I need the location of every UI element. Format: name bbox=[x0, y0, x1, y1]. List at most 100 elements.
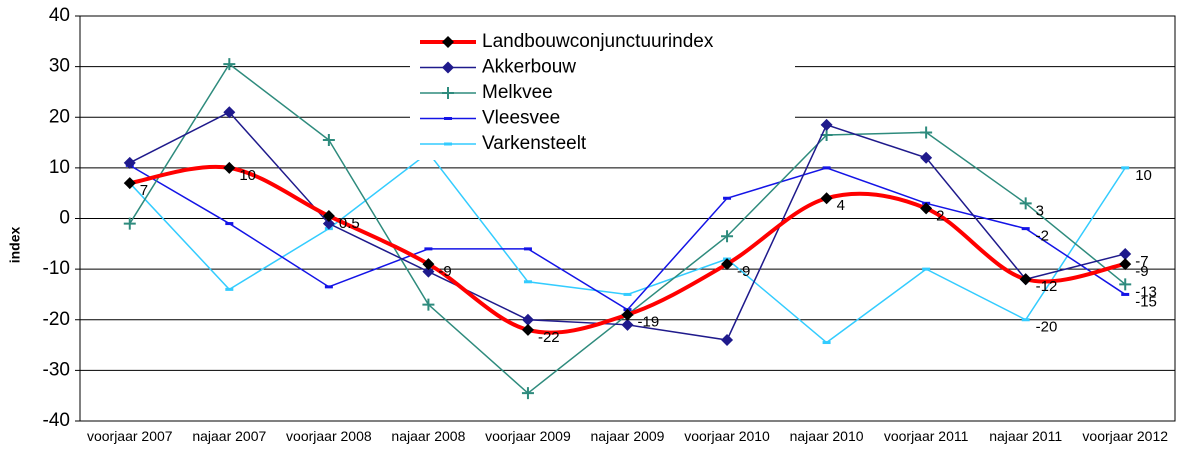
data-label: 10 bbox=[239, 167, 256, 184]
marker bbox=[223, 58, 236, 71]
x-tick-label: voorjaar 2007 bbox=[86, 428, 173, 444]
marker bbox=[723, 196, 732, 200]
data-label: 2 bbox=[936, 207, 944, 224]
legend-label: Akkerbouw bbox=[482, 57, 576, 78]
y-tick-label: -20 bbox=[43, 309, 70, 330]
series: 7 10 0.5 -9 -22 -19 -9 4 2 -12 -9 bbox=[123, 161, 1149, 346]
marker bbox=[424, 247, 433, 251]
marker bbox=[920, 151, 933, 164]
marker bbox=[820, 192, 833, 205]
data-label: 10 bbox=[1135, 167, 1152, 184]
y-tick-label: 0 bbox=[59, 208, 70, 229]
data-label: 4 bbox=[837, 197, 845, 214]
y-tick-label: 10 bbox=[49, 157, 70, 178]
data-label: -13 bbox=[1135, 283, 1157, 300]
legend-marker bbox=[444, 142, 452, 146]
marker bbox=[1021, 318, 1030, 322]
data-label: -9 bbox=[1135, 263, 1148, 280]
y-tick-label: -40 bbox=[43, 410, 70, 431]
legend-label: Melkvee bbox=[482, 82, 553, 103]
marker bbox=[922, 267, 931, 271]
marker bbox=[422, 298, 435, 311]
marker bbox=[123, 217, 136, 230]
marker bbox=[621, 308, 634, 321]
x-tick-label: najaar 2008 bbox=[391, 428, 466, 444]
legend-marker bbox=[444, 117, 452, 120]
marker bbox=[422, 265, 435, 278]
marker bbox=[721, 230, 734, 243]
marker bbox=[920, 126, 933, 139]
y-tick-label: -30 bbox=[43, 359, 70, 380]
marker bbox=[225, 287, 234, 291]
marker bbox=[820, 118, 833, 131]
marker bbox=[1019, 273, 1032, 286]
y-tick-label: -10 bbox=[43, 258, 70, 279]
data-label: -12 bbox=[1036, 278, 1058, 295]
marker bbox=[322, 217, 335, 230]
y-tick-label: 20 bbox=[49, 106, 70, 127]
data-label: -22 bbox=[538, 329, 560, 346]
marker bbox=[322, 209, 335, 222]
marker bbox=[1019, 197, 1032, 210]
data-label: 7 bbox=[140, 182, 148, 199]
data-label: -9 bbox=[438, 263, 451, 280]
legend-marker bbox=[442, 61, 454, 74]
data-label: -19 bbox=[638, 314, 660, 331]
marker bbox=[621, 318, 634, 331]
data-label: 0.5 bbox=[339, 215, 360, 232]
legend-label: Varkensteelt bbox=[482, 133, 587, 154]
data-label: -20 bbox=[1036, 319, 1058, 336]
y-axis-label: index bbox=[7, 227, 23, 264]
legend-label: Vleesvee bbox=[482, 108, 560, 129]
legend-box bbox=[410, 28, 795, 160]
marker bbox=[1021, 227, 1030, 231]
marker bbox=[322, 134, 335, 147]
data-label: -9 bbox=[737, 263, 750, 280]
marker bbox=[521, 387, 534, 400]
data-label: 3 bbox=[1036, 202, 1044, 219]
data-label: -2 bbox=[1036, 228, 1049, 245]
data-label: -15 bbox=[1135, 293, 1157, 310]
x-tick-label: voorjaar 2008 bbox=[286, 428, 372, 444]
plot-border bbox=[79, 15, 1176, 422]
marker bbox=[523, 247, 532, 251]
marker bbox=[521, 323, 534, 336]
x-tick-label: voorjaar 2012 bbox=[1082, 428, 1169, 444]
data-label: -7 bbox=[1135, 253, 1148, 270]
marker bbox=[223, 161, 236, 174]
marker bbox=[523, 280, 532, 284]
marker bbox=[1119, 247, 1132, 260]
y-tick-label: 30 bbox=[49, 56, 70, 77]
legend: Landbouwconjunctuurindex Akkerbouw Melkvee… bbox=[410, 28, 795, 160]
legend-label: Landbouwconjunctuurindex bbox=[482, 31, 714, 52]
marker bbox=[822, 166, 831, 170]
marker bbox=[920, 202, 933, 215]
marker bbox=[623, 292, 632, 296]
marker bbox=[1119, 278, 1132, 291]
x-tick-label: voorjaar 2011 bbox=[883, 428, 969, 444]
marker bbox=[123, 156, 136, 169]
marker bbox=[1119, 258, 1132, 271]
marker bbox=[1121, 292, 1130, 296]
legend-marker bbox=[442, 36, 454, 48]
marker bbox=[1121, 166, 1130, 170]
legend-marker bbox=[442, 87, 454, 99]
y-tick-label: 40 bbox=[49, 5, 70, 26]
marker bbox=[721, 334, 734, 346]
marker bbox=[822, 341, 831, 345]
series-line bbox=[129, 164, 1126, 335]
x-tick-label: najaar 2010 bbox=[789, 428, 864, 444]
x-tick-label: najaar 2007 bbox=[192, 428, 267, 444]
marker bbox=[324, 285, 333, 289]
marker bbox=[721, 258, 734, 271]
x-tick-label: najaar 2011 bbox=[989, 428, 1063, 444]
x-tick-label: voorjaar 2009 bbox=[485, 428, 571, 444]
marker bbox=[223, 106, 236, 119]
series: -20 10 bbox=[125, 151, 1152, 345]
marker bbox=[422, 258, 435, 271]
x-tick-label: najaar 2009 bbox=[590, 428, 665, 444]
marker bbox=[225, 222, 234, 226]
marker bbox=[123, 177, 136, 190]
